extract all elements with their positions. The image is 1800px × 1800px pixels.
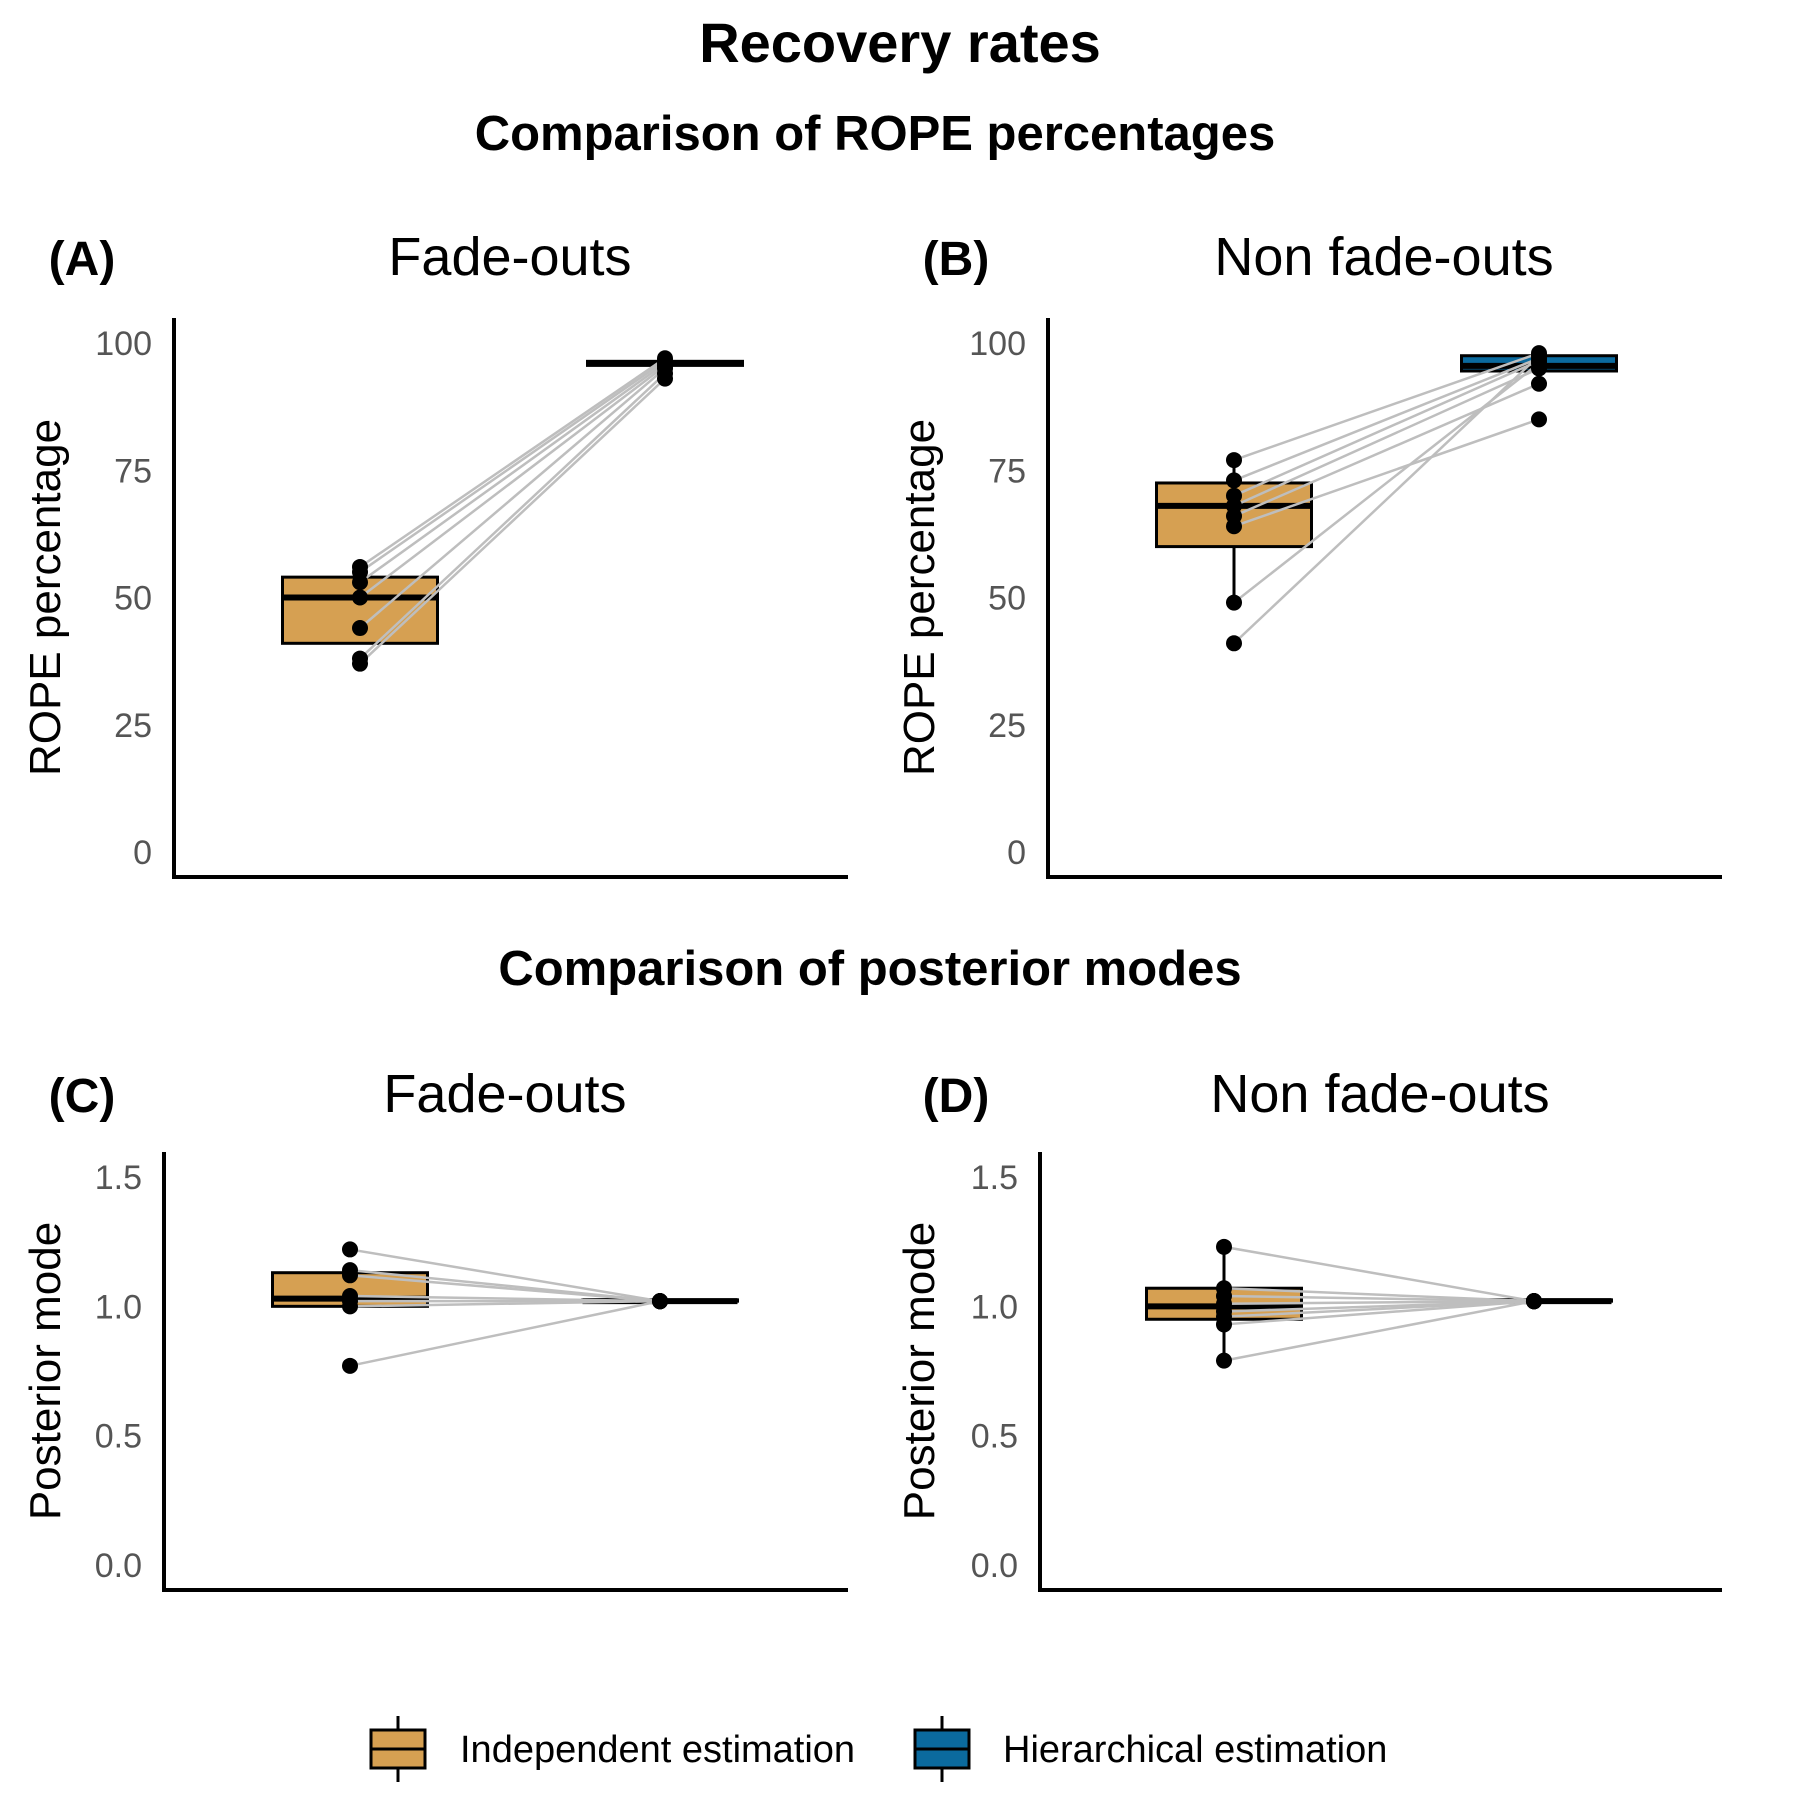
y-tick-label: 0.5 — [95, 1418, 142, 1456]
y-tick-label: 1.0 — [95, 1288, 142, 1326]
point-hierarchical — [1531, 411, 1547, 428]
legend-label-hierarchical: Hierarchical estimation — [1003, 1729, 1387, 1771]
pair-line — [1223, 1245, 1535, 1303]
section-title-posterior: Comparison of posterior modes — [498, 942, 1241, 996]
pair-line — [359, 372, 666, 660]
pair-line — [1233, 352, 1540, 462]
pair-line — [349, 1299, 661, 1308]
legend: Independent estimation Hierarchical esti… — [369, 1716, 1387, 1782]
y-axis-title: ROPE percentage — [21, 419, 70, 776]
point-hierarchical — [657, 370, 673, 387]
point-independent — [342, 1267, 358, 1284]
pair-line — [1223, 1299, 1535, 1318]
pair-line — [359, 364, 666, 599]
y-tick-label: 0.0 — [95, 1547, 142, 1585]
point-hierarchical — [1531, 375, 1547, 392]
point-independent — [1226, 594, 1242, 611]
y-tick-label: 0 — [1007, 834, 1026, 872]
point-independent — [342, 1298, 358, 1315]
point-independent — [342, 1357, 358, 1374]
panel-a: (A) Fade-outs 0 25 50 75 100 ROPE percentage — [21, 227, 848, 879]
panel-label: (D) — [923, 1070, 990, 1123]
data-points — [1216, 1238, 1542, 1369]
y-tick-label: 1.5 — [971, 1159, 1018, 1197]
point-independent — [352, 589, 368, 606]
panel-label: (B) — [923, 233, 990, 286]
pair-line — [359, 377, 666, 665]
panel-title: Fade-outs — [383, 1064, 626, 1124]
y-tick-label: 100 — [95, 325, 152, 363]
y-tick-label: 25 — [988, 707, 1026, 745]
pair-line — [359, 357, 666, 568]
point-independent — [1216, 1238, 1232, 1255]
panel-c: (C) Fade-outs 0.0 0.5 1.0 1.5 Posterior mode — [21, 1064, 848, 1592]
y-tick-label: 50 — [988, 580, 1026, 618]
legend-label-independent: Independent estimation — [460, 1729, 855, 1771]
y-axis-title: Posterior mode — [21, 1222, 70, 1520]
point-independent — [342, 1241, 358, 1258]
pair-lines — [359, 357, 666, 665]
section-title-rope: Comparison of ROPE percentages — [475, 107, 1276, 161]
data-points — [1226, 345, 1547, 652]
pair-line — [349, 1299, 661, 1368]
panel-title: Non fade-outs — [1214, 227, 1553, 287]
panel-title: Non fade-outs — [1210, 1064, 1549, 1124]
y-tick-label: 0 — [133, 834, 152, 872]
point-hierarchical — [652, 1293, 668, 1310]
pair-lines — [1223, 1245, 1535, 1362]
panel-title: Fade-outs — [388, 227, 631, 287]
y-axis-title: ROPE percentage — [895, 419, 944, 776]
pair-line — [1223, 1286, 1535, 1303]
pair-lines — [1233, 352, 1540, 645]
y-tick-label: 50 — [114, 580, 152, 618]
pair-line — [359, 359, 666, 574]
point-independent — [352, 620, 368, 637]
pair-line — [349, 1274, 661, 1303]
pair-line — [349, 1248, 661, 1303]
pair-line — [1233, 354, 1540, 645]
pair-line — [1233, 418, 1540, 528]
y-tick-label: 25 — [114, 707, 152, 745]
y-tick-label: 0.5 — [971, 1418, 1018, 1456]
pair-line — [1223, 1299, 1535, 1362]
pair-line — [1233, 382, 1540, 518]
point-independent — [1226, 635, 1242, 652]
data-points — [342, 1241, 668, 1374]
point-independent — [1216, 1316, 1232, 1333]
pair-lines — [349, 1248, 661, 1368]
point-independent — [1216, 1352, 1232, 1369]
pair-line — [1223, 1294, 1535, 1303]
pair-line — [1223, 1299, 1535, 1326]
pair-line — [1233, 367, 1540, 508]
point-independent — [352, 574, 368, 591]
y-tick-label: 75 — [114, 452, 152, 490]
point-hierarchical — [1526, 1293, 1542, 1310]
panel-b: (B) Non fade-outs 0 25 50 75 100 ROPE percentag… — [895, 227, 1722, 879]
y-tick-label: 0.0 — [971, 1547, 1018, 1585]
y-tick-label: 1.5 — [95, 1159, 142, 1197]
pair-line — [359, 362, 666, 584]
data-points — [352, 350, 673, 672]
y-tick-label: 100 — [969, 325, 1026, 363]
legend-key-independent — [369, 1716, 427, 1782]
legend-key-hierarchical — [913, 1716, 971, 1782]
point-independent — [352, 655, 368, 672]
y-axis-title: Posterior mode — [895, 1222, 944, 1520]
pair-line — [1233, 359, 1540, 497]
point-independent — [1226, 452, 1242, 469]
y-tick-label: 1.0 — [971, 1288, 1018, 1326]
panel-label: (C) — [49, 1070, 116, 1123]
panel-label: (A) — [49, 233, 116, 286]
point-independent — [1226, 472, 1242, 489]
pair-line — [1223, 1299, 1535, 1305]
y-tick-label: 75 — [988, 452, 1026, 490]
pair-line — [1233, 357, 1540, 482]
point-independent — [1226, 518, 1242, 535]
panel-d: (D) Non fade-outs 0.0 0.5 1.0 1.5 Posterior mo… — [895, 1064, 1722, 1592]
point-hierarchical — [1531, 347, 1547, 364]
pair-line — [359, 367, 666, 629]
figure-title: Recovery rates — [699, 11, 1101, 74]
